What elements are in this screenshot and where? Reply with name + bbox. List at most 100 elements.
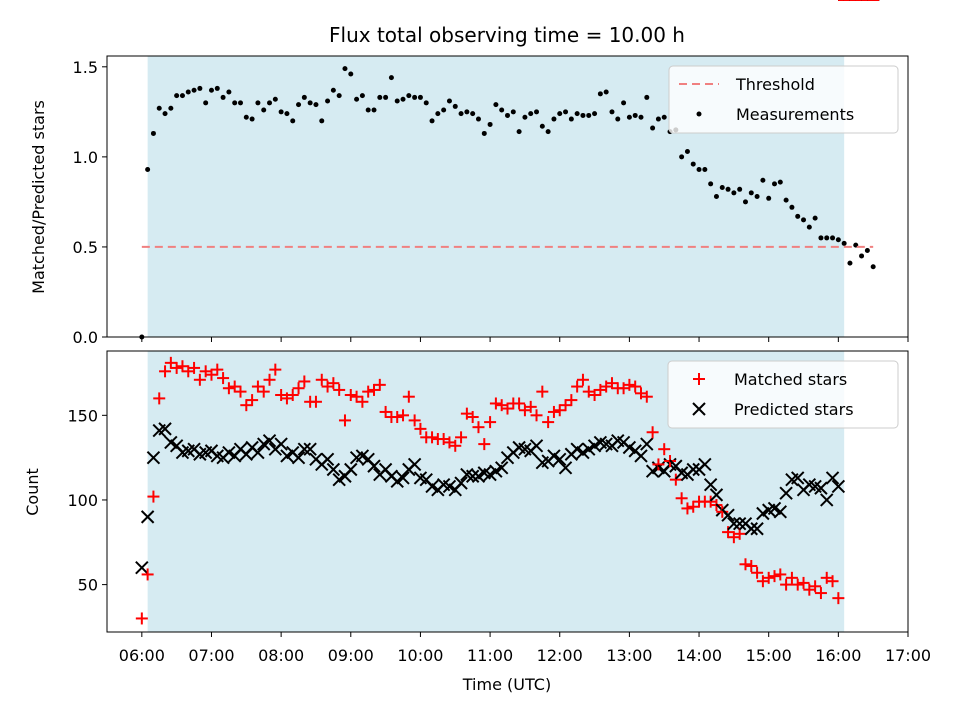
matched-star-point [640,390,653,403]
measurement-point [859,253,865,259]
predicted-star-point [251,445,265,460]
measurement-point [388,75,394,81]
predicted-star-point [158,422,172,436]
matched-star-point [379,405,392,418]
matched-star-point [164,356,177,369]
measurement-point [655,116,661,122]
predicted-star-point [454,476,468,490]
matched-star-point [814,587,827,600]
measurement-point [354,96,360,102]
matched-star-point [408,414,421,427]
measurement-point [644,94,650,100]
predicted-star-point [140,510,155,524]
measurement-point [493,102,499,108]
measurement-point [812,215,818,221]
matched-star-point [135,612,148,625]
predicted-star-point [146,450,161,465]
matched-star-point [646,426,659,439]
matched-star-point [472,421,485,434]
measurement-point [737,186,743,192]
chart-title: Flux total observing time = 10.00 h [329,23,685,47]
measurement-point [307,100,313,106]
bottom-x-tick-label: 16:00 [815,646,861,665]
measurement-point [417,94,423,100]
legend-matched-label: Matched stars [734,370,847,389]
matched-star-point [397,409,410,422]
predicted-star-point [407,457,422,472]
matched-star-point [745,559,758,572]
measurement-point [481,130,487,136]
count-points [135,0,880,625]
matched-star-point [785,571,798,584]
predicted-star-point [825,471,840,485]
measurement-point [650,125,656,131]
measurement-point [319,118,325,124]
matched-star-point [501,402,514,415]
measurement-point [510,109,516,115]
predicted-star-point [727,516,741,531]
matched-star-point [263,373,276,386]
matched-star-point [246,394,259,407]
matched-star-point [205,368,218,381]
matched-star-point [571,380,584,393]
measurement-point [568,116,574,122]
measurement-point [626,114,632,120]
matched-star-point [832,592,845,605]
measurement-point [597,91,603,97]
measurement-point [232,100,238,106]
measurement-point [423,100,429,106]
matched-star-point [739,558,752,571]
measurement-point [359,93,365,99]
measurement-point [818,235,824,241]
predicted-star-point [634,449,648,463]
measurement-point [255,100,261,106]
measurement-point [487,121,493,127]
measurement-point [679,154,685,160]
predicted-star-point [721,508,735,522]
measurement-point [365,107,371,113]
matched-star-point [333,383,346,396]
matched-star-point [222,382,235,395]
measurement-point [708,181,714,187]
legend-predicted-label: Predicted stars [734,400,854,419]
measurement-point [632,112,638,118]
predicted-star-point [262,434,277,448]
matched-star-point [217,372,230,385]
matched-star-point [344,389,357,402]
measurement-point [203,100,209,106]
top-x-ticks [141,337,909,342]
measurement-point [516,129,522,135]
measurement-point [214,85,220,91]
top-legend-box [668,65,899,134]
matched-star-point [402,390,415,403]
predicted-star-point [291,450,306,465]
matched-star-point [211,363,224,376]
measurement-point [156,105,162,111]
measurement-point [760,177,766,183]
measurement-point [789,204,795,210]
measurement-point [261,107,267,113]
matched-star-point [588,389,601,402]
top-y-tick-label: 1.0 [73,148,98,167]
matched-star-point [141,568,154,581]
measurement-point [603,89,609,95]
predicted-star-point [709,488,724,502]
measurement-point [197,85,203,91]
bottom-y-tick-label: 100 [67,491,98,510]
measurement-point [870,264,876,270]
measurement-point [801,217,807,223]
matched-star-point [780,578,793,591]
bottom-y-tick-label: 50 [78,576,98,595]
predicted-star-point [326,462,341,477]
measurement-point [864,248,870,254]
measurement-point [539,123,545,129]
measurement-point [830,235,836,241]
predicted-star-point [820,493,834,507]
measurement-point [499,107,505,113]
bottom-x-tick-label: 08:00 [258,646,304,665]
matched-star-point [170,361,183,374]
measurement-point [296,102,302,108]
matched-star-point [553,404,566,417]
predicted-star-point [773,505,788,519]
